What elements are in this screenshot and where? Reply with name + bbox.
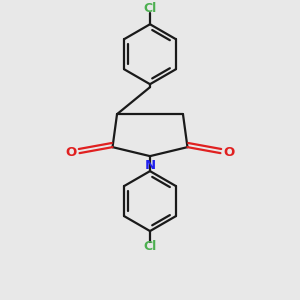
Text: O: O [224,146,235,159]
Text: Cl: Cl [143,2,157,15]
Text: N: N [144,159,156,172]
Text: O: O [65,146,76,159]
Text: Cl: Cl [143,240,157,254]
